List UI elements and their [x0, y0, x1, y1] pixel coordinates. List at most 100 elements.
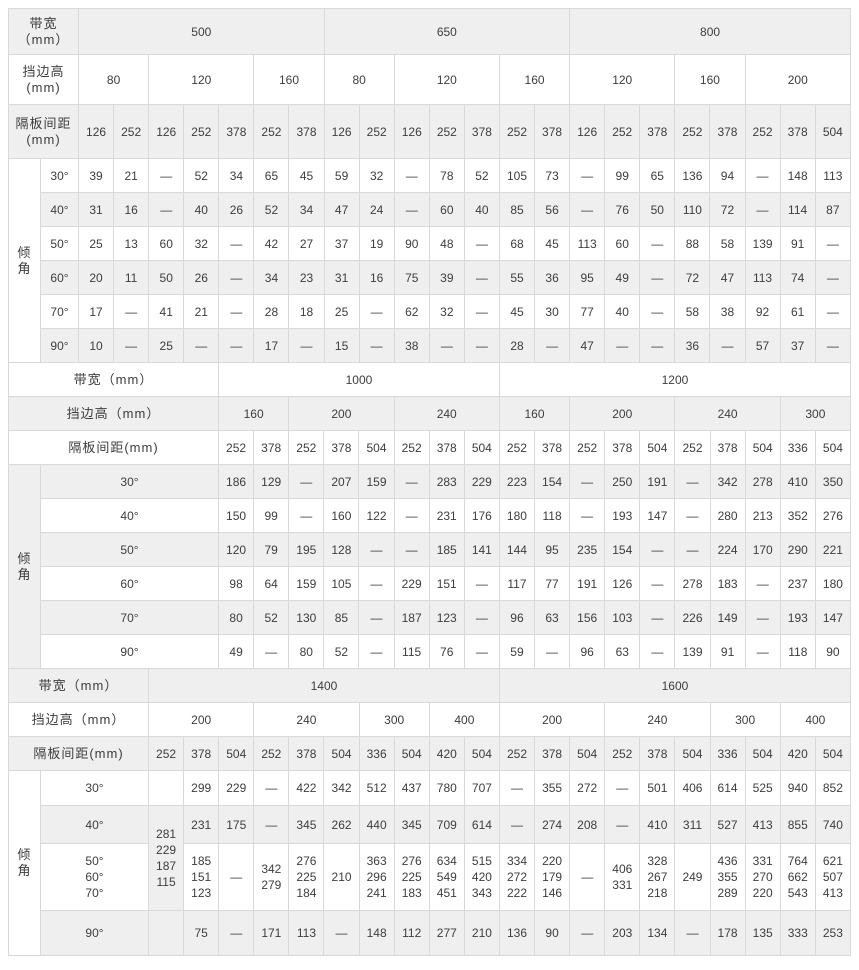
value-cell: — — [639, 226, 676, 261]
value-cell: 154 — [533, 464, 571, 499]
value-cell: 65 — [639, 158, 676, 193]
belt-width-value: 1400 — [148, 668, 500, 703]
value-cell: 252 — [288, 430, 325, 465]
value-cell: — — [393, 498, 430, 533]
angle-label: 50° 60° 70° — [39, 843, 150, 911]
table-row: 带宽 （mm） 500 650 800 — [7, 8, 851, 55]
value-cell: 40 — [183, 192, 220, 227]
value-cell: 707 — [463, 770, 500, 806]
value-cell: — — [534, 328, 571, 363]
value-cell: 504 — [814, 104, 852, 159]
spec-table-belt-500-650-800: 带宽 （mm） 500 650 800 挡边高 (mm) 80 120 160 80 120 160 12… — [7, 8, 852, 363]
value-cell: 221 — [814, 532, 852, 567]
cell-line: 334 — [506, 854, 528, 868]
value-cell: 113 — [569, 226, 606, 261]
value-cell: — — [463, 226, 500, 261]
value-cell: 151 — [428, 566, 465, 601]
value-cell: 342 — [709, 464, 746, 499]
cell-line: 272 — [506, 870, 528, 884]
value-cell: 400 — [779, 702, 852, 737]
spec-table-container: 带宽 （mm） 500 650 800 挡边高 (mm) 80 120 160 80 120 160 12… — [7, 8, 852, 956]
value-cell: 240 — [393, 396, 500, 431]
value-cell: 252 — [183, 104, 220, 159]
value-cell: 120 — [218, 532, 255, 567]
value-cell: — — [393, 158, 430, 193]
value-cell: 49 — [218, 634, 255, 669]
cell-line: 倾 — [17, 244, 32, 260]
value-cell: 64 — [253, 566, 290, 601]
value-cell: 249 — [674, 843, 711, 911]
value-cell: 250 — [604, 464, 641, 499]
angle-label: 40° — [39, 498, 220, 533]
value-cell: 378 — [709, 104, 746, 159]
value-cell: 13 — [113, 226, 150, 261]
value-cell: 114 — [779, 192, 816, 227]
cell-line: 带宽 — [29, 15, 58, 31]
value-cell: 187 — [393, 600, 430, 635]
value-cell: — — [358, 328, 395, 363]
value-cell: 40 — [463, 192, 500, 227]
table-row: 挡边高（mm） 160 200 240 160 200 240 300 — [7, 396, 852, 431]
value-cell: 126 — [393, 104, 430, 159]
value-cell: 149 — [709, 600, 746, 635]
value-cell: 58 — [674, 294, 711, 329]
value-cell: 213 — [744, 498, 781, 533]
value-cell: — — [569, 910, 606, 956]
value-cell: 400 — [428, 702, 500, 737]
value-cell: 110 — [674, 192, 711, 227]
value-cell: — — [814, 294, 852, 329]
value-cell: 76 — [604, 192, 641, 227]
table-row: 70° 80 52 130 85—187 123—96 63 156 103—226 149—19… — [9, 600, 852, 635]
cell-line: 187 — [156, 859, 177, 873]
cell-line: 倾 — [17, 550, 32, 566]
value-cell: 185 151 123 — [183, 843, 220, 911]
value-cell: 252 — [744, 104, 781, 159]
cell-line: 220 — [752, 886, 773, 900]
value-cell: 52 — [463, 158, 500, 193]
table-row: 40° 281 229 187 115 231 175—345 262 440 345 709 614… — [9, 805, 852, 911]
value-cell: 252 — [569, 430, 606, 465]
value-cell: 378 — [288, 104, 325, 159]
value-cell: — — [358, 600, 395, 635]
value-cell: — — [498, 805, 536, 844]
value-cell: 231 — [428, 498, 465, 533]
value-cell: 352 — [779, 498, 816, 533]
spec-table-belt-1000-1200: 带宽（mm） 1000 1200 挡边高（mm） 160 200 240 160 200 240 3… — [7, 362, 852, 669]
value-cell: 226 — [674, 600, 711, 635]
value-cell: — — [218, 328, 255, 363]
value-cell: — — [639, 566, 676, 601]
value-cell: 525 — [744, 770, 781, 806]
value-cell: — — [358, 294, 395, 329]
value-cell: 120 — [393, 54, 500, 105]
value-cell: 123 — [428, 600, 465, 635]
value-cell: 103 — [604, 600, 641, 635]
value-cell: 299 — [183, 770, 220, 806]
value-cell: — — [218, 910, 255, 956]
value-cell: 34 — [288, 192, 325, 227]
cell-line: 662 — [787, 870, 808, 884]
cell-line: 隔板间距 — [15, 115, 72, 131]
value-cell: 252 — [674, 104, 711, 159]
cell-line: 543 — [787, 886, 808, 900]
value-cell: 378 — [253, 430, 290, 465]
value-cell: 52 — [183, 158, 220, 193]
value-cell: 49 — [604, 260, 641, 295]
table-row: 90° 49—80 52—115 76—59—96 63—139 91—118 90 — [9, 634, 852, 669]
value-cell: 90 — [534, 910, 571, 956]
value-cell: 709 — [428, 805, 465, 844]
value-cell: 504 — [463, 430, 500, 465]
value-cell: 118 — [533, 498, 571, 533]
cell-line: 413 — [822, 886, 843, 900]
value-cell: 99 — [604, 158, 641, 193]
value-cell: — — [148, 192, 185, 227]
value-cell: — — [569, 464, 606, 499]
value-cell: 231 — [183, 805, 220, 844]
angle-label: 40° — [39, 805, 150, 844]
incline-angle-header: 倾角 — [8, 770, 41, 956]
value-cell: 60 — [428, 192, 465, 227]
value-cell: 23 — [288, 260, 325, 295]
value-cell: 150 — [218, 498, 255, 533]
value-cell: 41 — [148, 294, 185, 329]
value-cell: — — [183, 328, 220, 363]
value-cell: 378 — [533, 430, 571, 465]
